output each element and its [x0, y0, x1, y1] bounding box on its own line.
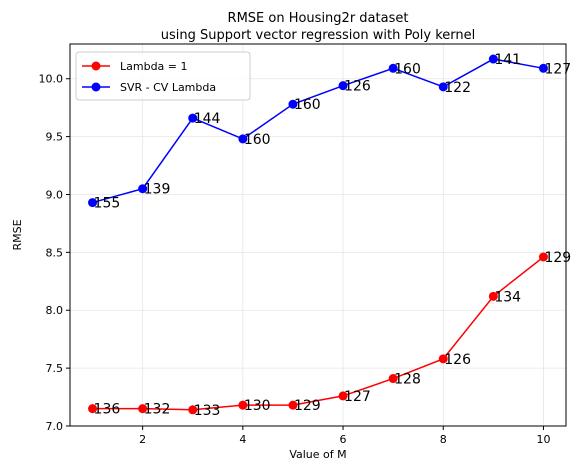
data-label: 129 — [294, 398, 321, 414]
x-tick-label: 2 — [139, 433, 146, 446]
chart-subtitle: using Support vector regression with Pol… — [161, 28, 476, 43]
data-labels-group: 136 132 133 130 129 127 128 126 134 129 155 139 144 1… — [94, 52, 572, 419]
data-point — [138, 404, 148, 414]
series-line-0 — [92, 256, 544, 411]
legend-label-lambda: Lambda = 1 — [120, 60, 188, 73]
y-tick-label: 9.5 — [46, 131, 64, 144]
data-point — [288, 400, 298, 410]
data-point — [88, 198, 98, 208]
y-tick-label: 8.5 — [46, 246, 64, 259]
x-axis-label: Value of M — [289, 448, 346, 461]
data-label: 129 — [544, 250, 571, 266]
data-point — [188, 113, 198, 123]
series-group — [88, 54, 548, 415]
y-tick-label: 10.0 — [39, 73, 64, 86]
y-tick-label: 8.0 — [46, 304, 64, 317]
data-label: 139 — [144, 182, 171, 198]
data-label: 155 — [94, 196, 121, 212]
x-axis-ticks: 2 4 6 8 10 — [139, 426, 550, 446]
legend: Lambda = 1 SVR - CV Lambda — [75, 51, 251, 101]
x-tick-label: 10 — [536, 433, 550, 446]
data-point — [188, 405, 198, 415]
data-label: 134 — [494, 289, 521, 305]
data-label: 127 — [344, 389, 371, 405]
y-tick-label: 7.0 — [46, 420, 64, 433]
x-tick-label: 4 — [239, 433, 246, 446]
data-point — [288, 99, 298, 109]
data-label: 126 — [444, 352, 471, 368]
data-label: 141 — [494, 52, 521, 68]
y-tick-label: 9.0 — [46, 188, 64, 201]
data-label: 130 — [244, 398, 271, 414]
data-point — [88, 404, 98, 414]
data-point — [388, 374, 398, 384]
legend-marker-lambda — [91, 61, 101, 71]
y-axis-ticks: 7.0 7.5 8.0 8.5 9.0 9.5 10.0 — [39, 73, 70, 433]
data-point — [338, 81, 348, 91]
data-label: 132 — [144, 402, 171, 418]
data-label: 160 — [294, 97, 321, 113]
legend-label-svr: SVR - CV Lambda — [120, 81, 216, 94]
data-point — [238, 400, 248, 410]
data-label: 160 — [394, 61, 421, 77]
data-label: 133 — [194, 403, 221, 419]
data-label: 128 — [394, 372, 421, 388]
chart-title: RMSE on Housing2r dataset — [228, 11, 409, 26]
data-point — [538, 63, 548, 73]
y-axis-label: RMSE — [11, 219, 24, 250]
data-label: 136 — [94, 402, 121, 418]
data-label: 144 — [194, 111, 221, 127]
data-point — [538, 252, 548, 262]
y-tick-label: 7.5 — [46, 362, 64, 375]
x-tick-label: 8 — [440, 433, 447, 446]
data-label: 160 — [244, 132, 271, 148]
data-point — [338, 391, 348, 401]
data-point — [138, 184, 148, 194]
series-line-1 — [92, 58, 544, 204]
legend-marker-svr — [91, 82, 101, 92]
data-point — [488, 54, 498, 64]
data-point — [438, 354, 448, 364]
data-point — [238, 134, 248, 144]
data-point — [388, 63, 398, 73]
x-tick-label: 6 — [340, 433, 347, 446]
plot-frame — [69, 43, 567, 427]
data-point — [438, 82, 448, 92]
data-label: 126 — [344, 79, 371, 95]
data-label: 127 — [544, 61, 571, 77]
legend-box — [75, 51, 251, 101]
data-label: 122 — [444, 80, 471, 96]
data-point — [488, 291, 498, 301]
